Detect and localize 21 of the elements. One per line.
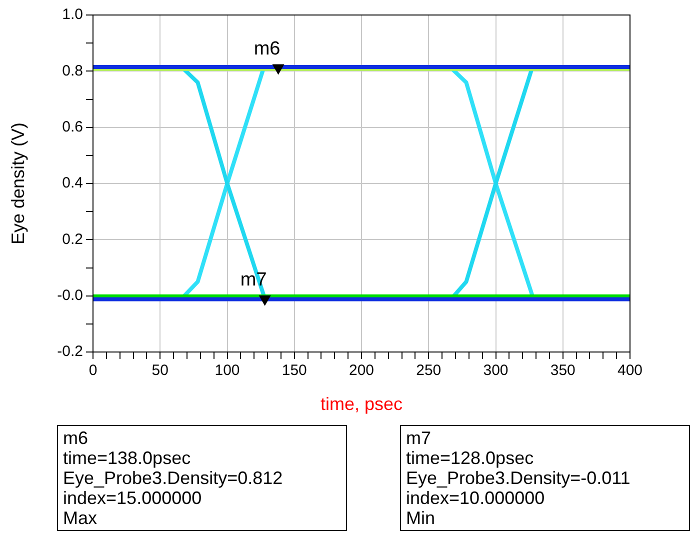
x-axis-title: time, psec bbox=[320, 394, 403, 414]
x-tick-label: 50 bbox=[152, 362, 168, 380]
x-tick-label: 250 bbox=[416, 362, 442, 380]
x-tick-label: 150 bbox=[282, 362, 307, 380]
y-tick-label: 0.4 bbox=[62, 174, 83, 192]
y-tick-label: 0.6 bbox=[62, 118, 83, 136]
x-tick-label: 400 bbox=[617, 362, 643, 380]
text: m7 time=128.0psec Eye_Probe3.Density=-0.011 index=10.000000 Min bbox=[400, 425, 690, 531]
y-tick-label: 0.2 bbox=[62, 230, 83, 248]
x-tick-label: 300 bbox=[483, 362, 508, 380]
text: m6 time=138.0psec Eye_Probe3.Density=0.812 index=15.000000 Max bbox=[57, 425, 347, 531]
x-tick-label: 100 bbox=[214, 362, 240, 380]
y-tick-label: -0.0 bbox=[57, 286, 83, 304]
y-tick-label: -0.2 bbox=[57, 343, 83, 360]
annotation: m6 bbox=[254, 38, 280, 60]
y-tick-label: 0.8 bbox=[62, 62, 83, 80]
x-tick-label: 350 bbox=[550, 362, 576, 380]
y-tick-label: 1.0 bbox=[62, 6, 83, 24]
x-tick-label: 200 bbox=[348, 362, 374, 380]
x-tick-label: 0 bbox=[88, 362, 98, 380]
y-axis-title: Eye density (V) bbox=[8, 122, 28, 245]
